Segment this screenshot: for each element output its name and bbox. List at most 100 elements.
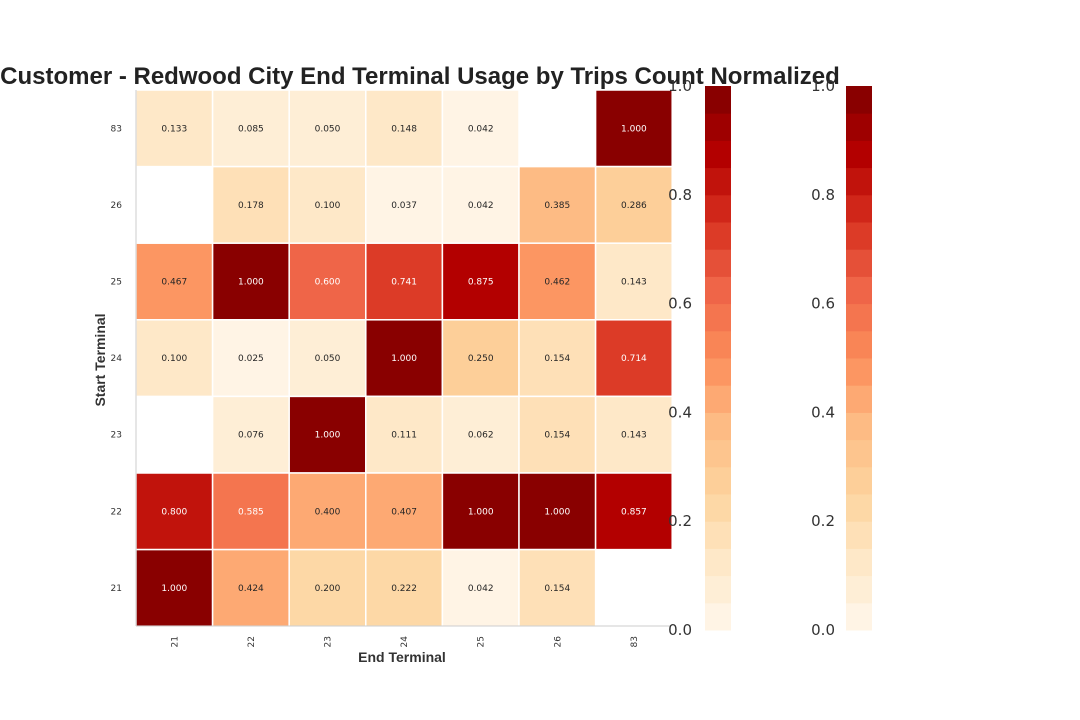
colorbar-segment <box>846 385 872 413</box>
heatmap-cell <box>441 472 520 551</box>
x-tick-label: 21 <box>170 636 180 647</box>
colorbar-segment <box>705 439 731 468</box>
y-tick-label: 25 <box>111 278 122 288</box>
heatmap-cell <box>365 548 444 627</box>
heatmap-cell <box>135 89 214 168</box>
y-tick-label: 23 <box>111 431 122 441</box>
colorbar-segment <box>705 548 731 577</box>
colorbar-tick-label: 0.2 <box>668 512 692 530</box>
y-tick-label: 21 <box>111 584 122 594</box>
colorbar-segment <box>846 602 872 631</box>
heatmap-cell <box>441 165 520 244</box>
heatmap-cell <box>441 242 520 321</box>
colorbar-tick-label: 0.6 <box>668 295 692 313</box>
heatmap-cell <box>365 319 444 398</box>
cell-value-label: 0.407 <box>391 507 417 517</box>
cell-value-label: 0.042 <box>468 124 494 134</box>
colorbar-segment <box>705 194 731 223</box>
colorbar-segment <box>846 167 872 196</box>
colorbar-tick-label: 0.8 <box>668 186 692 204</box>
colorbar-tick-label: 0.2 <box>811 512 835 530</box>
colorbar: 0.0 0.2 0.4 0.6 0.8 1.0 <box>668 77 731 639</box>
heatmap-cell <box>365 242 444 321</box>
colorbar-segment <box>705 466 731 495</box>
cell-value-label: 0.133 <box>161 124 187 134</box>
cell-value-label: 0.042 <box>468 201 494 211</box>
x-tick-label: 24 <box>400 636 410 648</box>
heatmap-cell <box>518 548 597 627</box>
colorbar-segment <box>705 222 731 250</box>
colorbar: 0.0 0.2 0.4 0.6 0.8 1.0 <box>811 77 872 639</box>
cell-value-label: 0.424 <box>238 584 264 594</box>
cell-value-label: 0.085 <box>238 124 264 134</box>
colorbar-segment <box>846 222 872 250</box>
x-axis-label: End Terminal <box>358 649 446 665</box>
colorbar-segment <box>705 140 731 169</box>
colorbar-segment <box>846 548 872 577</box>
colorbar-segment <box>705 249 731 277</box>
cell-value-label: 0.050 <box>315 124 341 134</box>
y-tick-label: 26 <box>111 201 123 211</box>
cell-value-label: 1.000 <box>238 278 264 288</box>
heatmap-cell <box>211 319 290 398</box>
cell-value-label: 0.076 <box>238 431 264 441</box>
heatmap-cell <box>288 89 367 168</box>
y-axis-label: Start Terminal <box>92 313 108 406</box>
cell-value-label: 0.467 <box>161 278 187 288</box>
x-tick-label: 83 <box>630 636 640 647</box>
colorbar-tick-label: 0.0 <box>668 621 692 639</box>
colorbar-segment <box>705 113 731 141</box>
x-tick-label: 26 <box>553 636 563 648</box>
colorbar-segment <box>846 86 872 114</box>
cell-value-label: 0.400 <box>315 507 341 517</box>
cell-value-label: 0.050 <box>315 354 341 364</box>
cell-value-label: 1.000 <box>315 431 341 441</box>
colorbar-tick-label: 0.8 <box>811 186 835 204</box>
colorbar-segment <box>705 521 731 549</box>
heatmap-cell <box>594 242 673 321</box>
cell-value-label: 0.600 <box>315 278 341 288</box>
colorbar-segment <box>846 303 872 332</box>
heatmap-cell <box>594 165 673 244</box>
cell-value-label: 0.025 <box>238 354 264 364</box>
heatmap-cell <box>288 548 367 627</box>
cell-value-label: 0.286 <box>621 201 647 211</box>
colorbar-segment <box>846 575 872 604</box>
cell-value-label: 0.062 <box>468 431 494 441</box>
cell-value-label: 0.462 <box>544 278 570 288</box>
colorbar-segment <box>846 521 872 549</box>
colorbar-segment <box>846 494 872 522</box>
heatmap-cell <box>594 472 673 551</box>
cell-value-label: 0.148 <box>391 124 417 134</box>
cell-value-label: 1.000 <box>391 354 417 364</box>
heatmap-cell <box>288 395 367 474</box>
cell-value-label: 1.000 <box>544 507 570 517</box>
cell-value-label: 1.000 <box>468 507 494 517</box>
colorbar-segment <box>846 439 872 468</box>
colorbars: 0.0 0.2 0.4 0.6 0.8 1.0 0.0 0.2 0.4 0.6 0.8 1.0 <box>668 77 872 639</box>
colorbar-tick-label: 1.0 <box>668 77 692 95</box>
cell-value-label: 1.000 <box>621 124 647 134</box>
heatmap-cell <box>365 472 444 551</box>
x-tick-label: 22 <box>247 636 257 647</box>
cell-value-label: 0.741 <box>391 278 417 288</box>
colorbar-segment <box>846 276 872 305</box>
colorbar-tick-label: 0.6 <box>811 295 835 313</box>
heatmap-cell <box>518 242 597 321</box>
colorbar-segment <box>705 276 731 305</box>
heatmap-cell <box>211 89 290 168</box>
colorbar-segment <box>705 602 731 631</box>
cell-value-label: 0.037 <box>391 201 417 211</box>
chart-title: Customer - Redwood City End Terminal Usa… <box>0 63 840 90</box>
heatmap-cell <box>135 548 214 627</box>
colorbar-segment <box>705 303 731 332</box>
cell-value-label: 0.857 <box>621 507 647 517</box>
cell-value-label: 0.385 <box>544 201 570 211</box>
heatmap-cell <box>365 395 444 474</box>
y-tick-label: 24 <box>111 354 123 364</box>
heatmap-cell <box>135 319 214 398</box>
colorbar-segment <box>705 385 731 413</box>
colorbar-segment <box>705 494 731 522</box>
cell-value-label: 0.714 <box>621 354 647 364</box>
